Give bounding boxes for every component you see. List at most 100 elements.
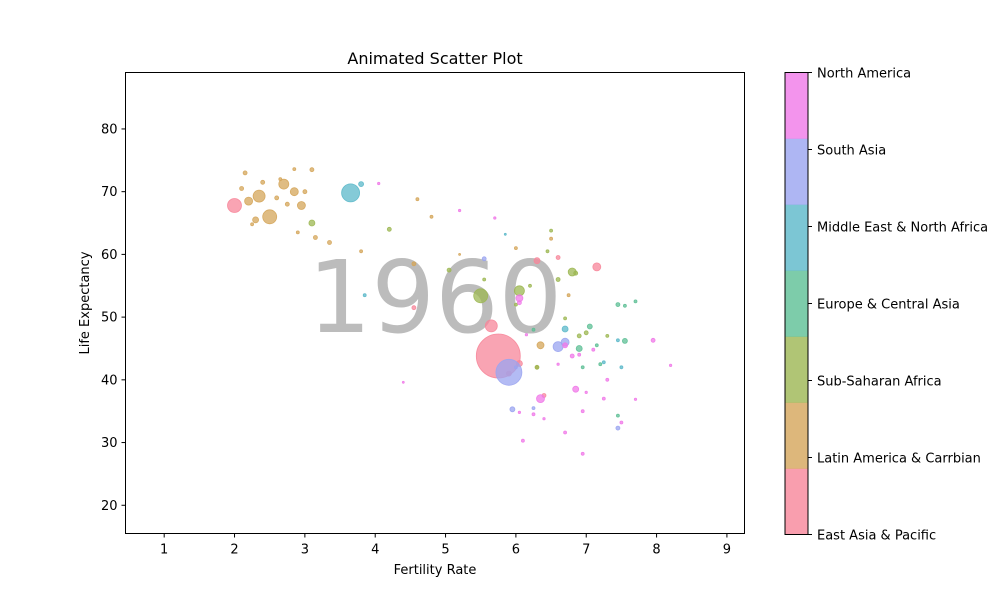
colorbar-swatch (785, 270, 808, 337)
data-point (575, 345, 583, 352)
data-point (536, 394, 545, 404)
data-point (650, 337, 656, 343)
points-layer (227, 167, 673, 456)
data-point (284, 201, 290, 207)
region-colorbar: East Asia & Pacific Latin America & Carrb… (784, 67, 988, 544)
data-point (580, 409, 585, 414)
data-point (481, 256, 487, 262)
x-axis: 1 2 3 4 5 6 7 8 9 (160, 533, 731, 558)
data-point (514, 285, 525, 297)
data-point (244, 196, 254, 206)
legend-label: Latin America & Carrbian (817, 452, 981, 467)
series-5 (481, 256, 621, 431)
y-axis: 20 30 40 50 60 70 80 (101, 122, 126, 514)
data-point (458, 252, 462, 256)
data-point (278, 177, 283, 182)
data-point (503, 232, 507, 236)
data-point (555, 255, 561, 260)
data-point (583, 330, 589, 336)
data-point (572, 385, 580, 393)
data-point (633, 299, 638, 304)
plot-frame (125, 72, 745, 534)
data-point (484, 319, 498, 333)
data-point (598, 362, 603, 367)
data-point (586, 323, 593, 330)
x-tick-label: 6 (512, 543, 520, 558)
x-tick-label: 8 (652, 543, 660, 558)
data-point (514, 302, 518, 307)
legend-label: Europe & Central Asia (817, 298, 960, 313)
data-point (616, 413, 620, 418)
colorbar-swatch (785, 72, 808, 139)
data-point (591, 347, 596, 352)
y-axis-title: Life Expectancy (78, 251, 93, 354)
data-point (622, 337, 628, 344)
data-point (534, 364, 540, 370)
data-point (242, 170, 248, 176)
data-point (250, 222, 255, 227)
data-point (533, 257, 541, 265)
data-point (289, 187, 299, 197)
data-point (377, 181, 381, 186)
colorbar-swatch (785, 204, 808, 271)
data-point (576, 333, 582, 339)
data-point (562, 342, 568, 349)
data-point (295, 230, 300, 235)
y-tick-label: 60 (101, 248, 118, 263)
data-point (415, 197, 420, 202)
series-6 (377, 181, 673, 456)
data-point (227, 198, 242, 213)
data-point (495, 358, 523, 386)
data-point (549, 228, 553, 233)
legend-label: South Asia (817, 144, 886, 159)
y-tick-label: 40 (101, 373, 118, 388)
data-point (561, 325, 569, 333)
legend-label: East Asia & Pacific (817, 529, 936, 544)
data-point (545, 249, 550, 254)
data-point (542, 417, 546, 421)
colorbar-swatch (785, 336, 808, 403)
data-point (605, 333, 610, 338)
data-point (341, 183, 361, 203)
x-tick-label: 9 (723, 543, 731, 558)
data-point (358, 181, 365, 188)
data-point (509, 406, 516, 413)
legend-label: North America (817, 67, 911, 82)
data-point (566, 293, 571, 298)
x-tick-label: 4 (371, 543, 379, 558)
data-point (473, 288, 489, 304)
series-4 (341, 181, 624, 370)
colorbar-swatch (785, 402, 808, 469)
data-point (563, 316, 567, 321)
data-point (429, 214, 434, 219)
data-point (531, 412, 536, 417)
data-point (594, 343, 599, 348)
data-point (252, 216, 260, 224)
data-point (327, 240, 332, 245)
data-point (260, 179, 266, 185)
y-tick-label: 20 (101, 499, 118, 514)
data-point (563, 430, 567, 435)
data-point (401, 380, 405, 384)
legend-label: Middle East & North Africa (817, 221, 988, 236)
data-point (296, 201, 306, 210)
data-point (619, 420, 624, 425)
data-point (623, 303, 627, 308)
x-tick-label: 2 (230, 543, 238, 558)
y-tick-label: 50 (101, 311, 118, 326)
data-point (274, 195, 280, 201)
legend-label: Sub-Saharan Africa (817, 375, 942, 390)
data-point (549, 236, 553, 241)
chart-title: Animated Scatter Plot (347, 49, 522, 68)
x-tick-label: 3 (301, 543, 309, 558)
data-point (517, 300, 522, 306)
data-point (531, 327, 536, 332)
data-point (386, 226, 392, 232)
x-axis-title: Fertility Rate (394, 563, 477, 578)
data-point (615, 425, 621, 431)
data-point (601, 360, 606, 365)
data-point (605, 377, 610, 382)
data-point (580, 365, 585, 370)
